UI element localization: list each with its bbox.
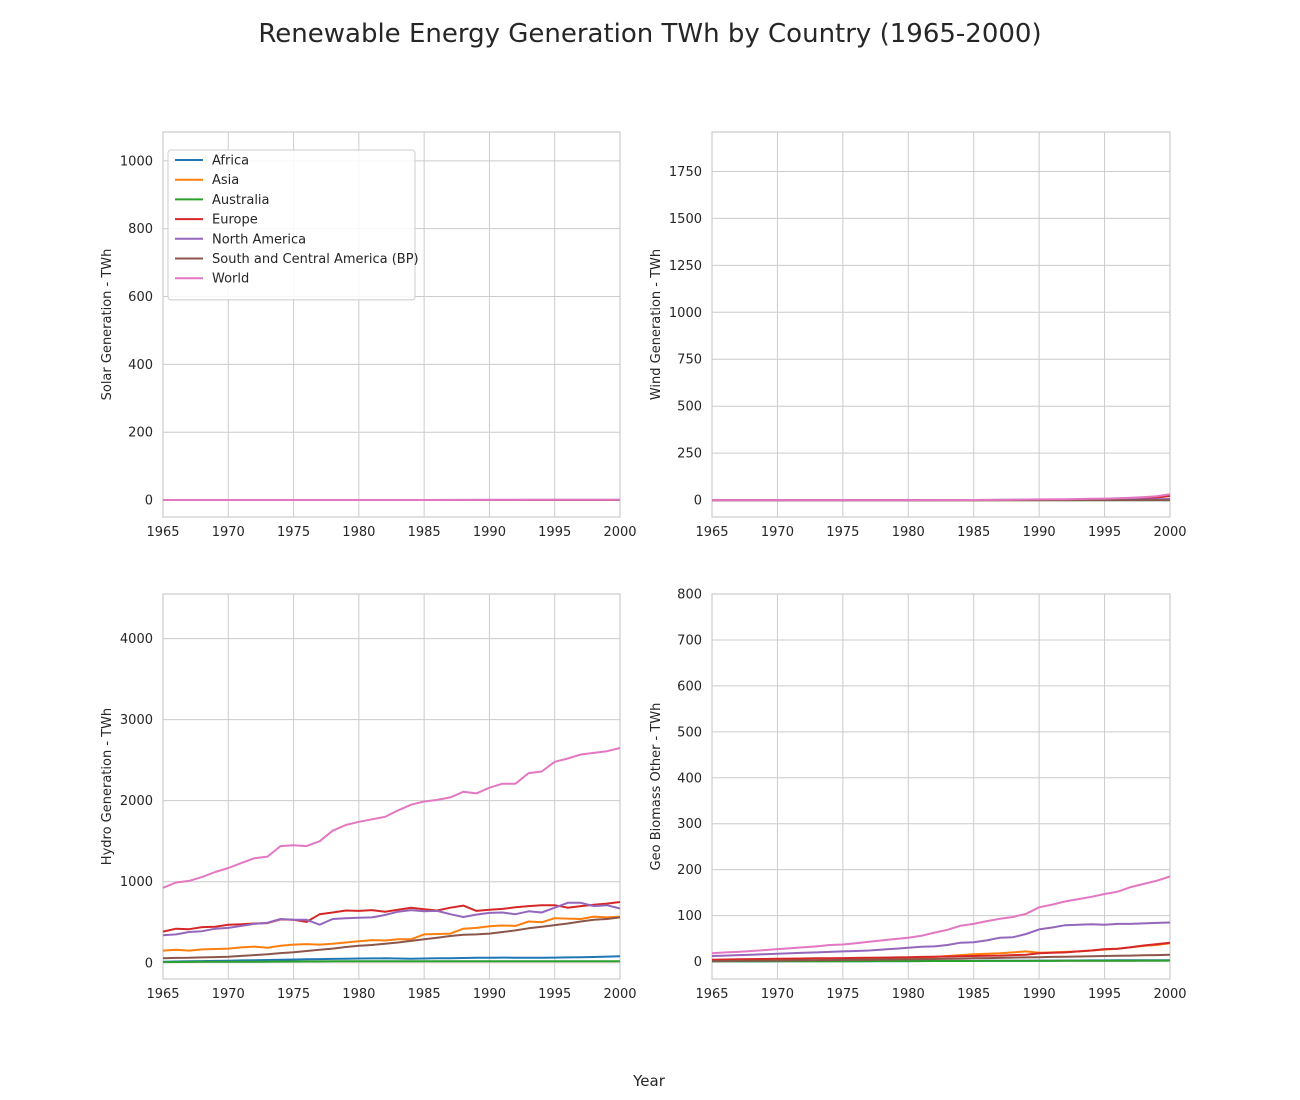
y-tick-label: 0 — [694, 955, 702, 970]
series-line-world — [711, 875, 1171, 955]
x-tick-label: 1975 — [826, 987, 859, 1002]
y-tick-label: 500 — [677, 725, 702, 740]
legend-box — [167, 149, 416, 301]
x-tick-label: 1970 — [212, 525, 245, 540]
x-tick-label: 1975 — [277, 525, 310, 540]
y-axis-label: Hydro Generation - TWh — [100, 708, 115, 865]
x-tick-label: 2000 — [603, 525, 636, 540]
figure-xlabel: Year — [632, 1072, 666, 1090]
x-tick-label: 1975 — [277, 987, 310, 1002]
y-tick-label: 750 — [677, 353, 702, 368]
series-line-europe — [162, 901, 621, 933]
series-line-australia — [162, 960, 620, 964]
axes-frame — [162, 593, 621, 980]
series-line-south-and-central-america-bp — [162, 916, 621, 960]
x-tick-label: 1970 — [212, 987, 245, 1002]
legend-label-south-and-central-america-bp: South and Central America (BP) — [212, 252, 419, 267]
x-tick-label: 1970 — [761, 987, 794, 1002]
x-tick-label: 1965 — [695, 525, 728, 540]
y-tick-label: 3000 — [120, 713, 153, 728]
x-tick-label: 1980 — [892, 525, 925, 540]
series-line-north-america — [162, 901, 621, 937]
series-lines — [162, 747, 621, 964]
x-tick-label: 1985 — [957, 525, 990, 540]
x-tick-label: 1965 — [695, 987, 728, 1002]
series-lines — [712, 493, 1171, 502]
series-lines — [711, 875, 1171, 963]
x-tick-label: 1965 — [146, 525, 179, 540]
axes-frame — [711, 131, 1171, 518]
y-tick-label: 300 — [677, 817, 702, 832]
legend-label-north-america: North America — [212, 232, 306, 247]
y-tick-label: 800 — [128, 222, 153, 237]
x-tick-label: 1980 — [342, 987, 375, 1002]
series-line-south-and-central-america-bp — [711, 953, 1171, 963]
x-tick-label: 1980 — [342, 525, 375, 540]
x-tick-label: 2000 — [603, 987, 636, 1002]
series-line-world — [162, 747, 621, 889]
x-tick-label: 1975 — [826, 525, 859, 540]
series-line-africa — [162, 955, 621, 963]
series-line-europe — [711, 941, 1171, 961]
x-tick-label: 1980 — [892, 987, 925, 1002]
y-tick-label: 4000 — [120, 632, 153, 647]
legend-label-africa: Africa — [212, 154, 249, 169]
y-tick-label: 1500 — [669, 212, 702, 227]
legend-label-world: World — [212, 272, 249, 287]
y-axis-label: Solar Generation - TWh — [100, 249, 115, 401]
x-tick-label: 1990 — [473, 525, 506, 540]
legend: Africa Asia Australia Europe North America So… — [167, 149, 419, 301]
y-tick-label: 1000 — [669, 306, 702, 321]
y-tick-label: 1250 — [669, 259, 702, 274]
legend-label-europe: Europe — [212, 213, 258, 228]
y-tick-label: 600 — [677, 679, 702, 694]
y-tick-label: 500 — [677, 400, 702, 415]
legend-label-australia: Australia — [212, 193, 270, 208]
x-tick-label: 1970 — [761, 525, 794, 540]
y-tick-label: 0 — [145, 956, 153, 971]
y-tick-label: 200 — [677, 863, 702, 878]
x-tick-label: 1965 — [146, 987, 179, 1002]
y-tick-label: 700 — [677, 633, 702, 648]
y-tick-label: 800 — [677, 588, 702, 603]
y-tick-label: 0 — [145, 494, 153, 509]
y-tick-label: 400 — [677, 771, 702, 786]
y-tick-label: 1000 — [120, 875, 153, 890]
x-tick-label: 1995 — [1088, 987, 1121, 1002]
x-tick-label: 2000 — [1153, 987, 1186, 1002]
x-tick-label: 1995 — [538, 987, 571, 1002]
figure-title: Renewable Energy Generation TWh by Count… — [258, 19, 1041, 49]
x-tick-label: 1985 — [957, 987, 990, 1002]
y-tick-label: 0 — [694, 494, 702, 509]
y-tick-label: 600 — [128, 290, 153, 305]
subplot-solar: 1965 1970 1975 1980 1985 1990 1995 2000 0 200 400 6… — [100, 131, 637, 540]
x-tick-label: 1985 — [408, 525, 441, 540]
x-tick-label: 1990 — [1023, 525, 1056, 540]
y-tick-label: 2000 — [120, 794, 153, 809]
x-tick-label: 2000 — [1153, 525, 1186, 540]
subplot-wind: 1965 1970 1975 1980 1985 1990 1995 2000 0 250 500 7… — [649, 131, 1187, 540]
y-tick-label: 200 — [128, 426, 153, 441]
x-tick-label: 1990 — [1023, 987, 1056, 1002]
axes-frame — [711, 593, 1171, 980]
y-tick-label: 1000 — [120, 154, 153, 169]
y-tick-label: 250 — [677, 447, 702, 462]
x-tick-label: 1995 — [538, 525, 571, 540]
x-tick-label: 1995 — [1088, 525, 1121, 540]
series-line-asia — [162, 915, 621, 952]
x-tick-label: 1990 — [473, 987, 506, 1002]
series-line-north-america — [711, 921, 1171, 957]
axes-frame — [162, 131, 621, 518]
subplot-geo-biomass: 1965 1970 1975 1980 1985 1990 1995 2000 0 100 200 3… — [649, 588, 1187, 1003]
y-tick-label: 100 — [677, 909, 702, 924]
y-tick-label: 400 — [128, 358, 153, 373]
y-axis-label: Geo Biomass Other - TWh — [649, 703, 664, 871]
y-tick-label: 1750 — [669, 165, 702, 180]
series-line-world — [712, 493, 1171, 502]
legend-label-asia: Asia — [212, 173, 239, 188]
y-axis-label: Wind Generation - TWh — [649, 249, 664, 400]
subplot-hydro: 1965 1970 1975 1980 1985 1990 1995 2000 0 1000 200… — [100, 593, 637, 1002]
x-tick-label: 1985 — [408, 987, 441, 1002]
